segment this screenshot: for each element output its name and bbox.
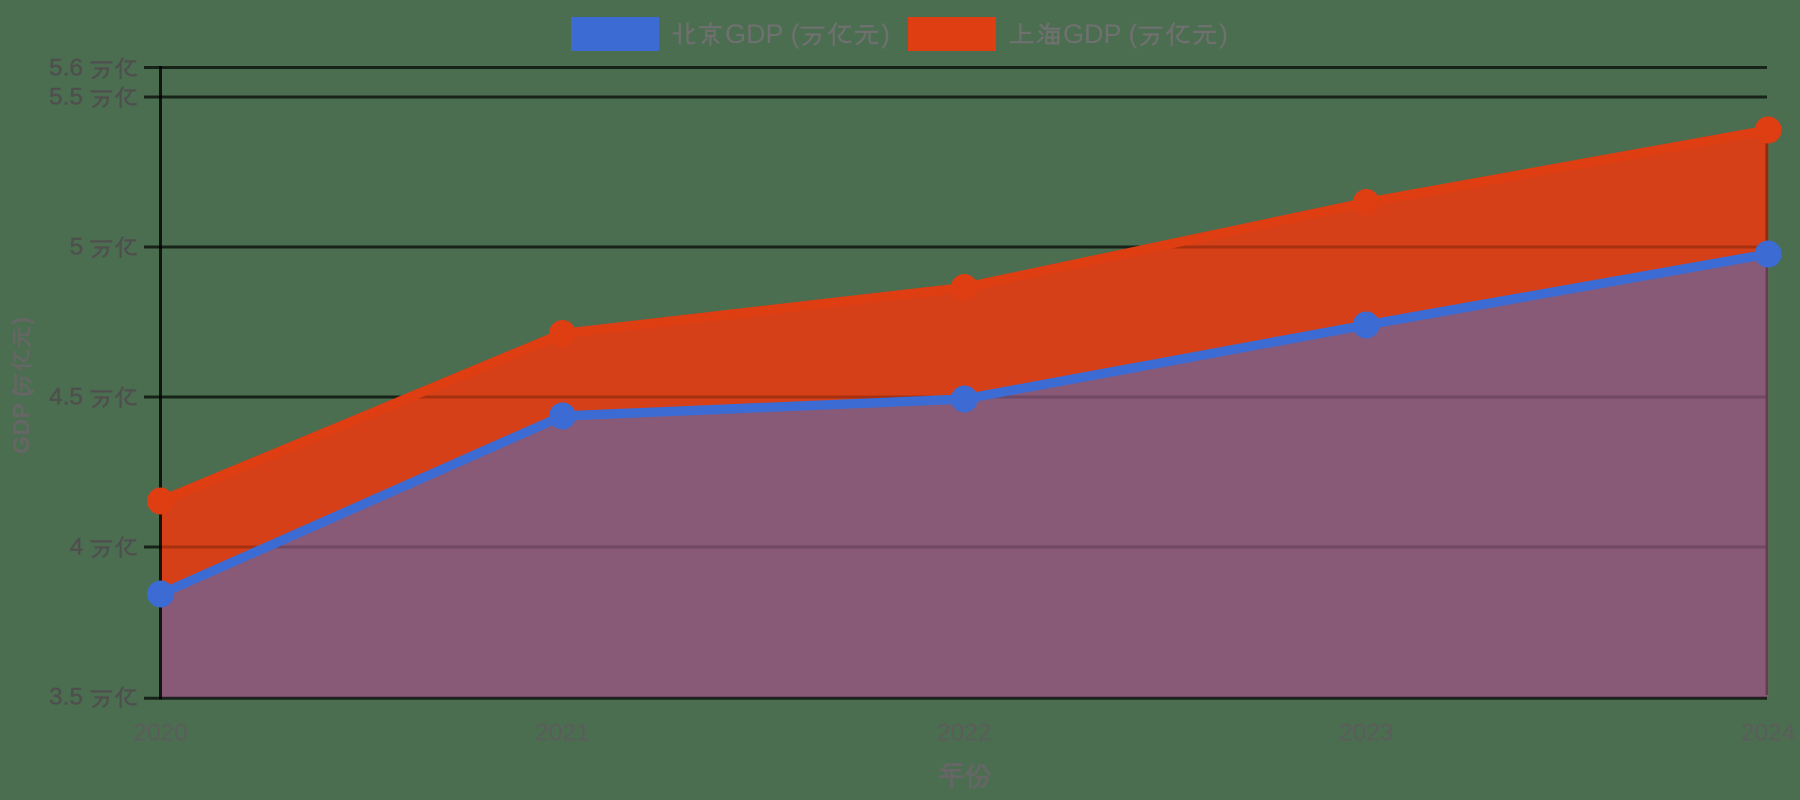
svg-text:GDP (: GDP (	[8, 389, 34, 454]
svg-text:3.5: 3.5	[49, 684, 83, 711]
svg-text:2020: 2020	[133, 720, 188, 747]
svg-text:5.5: 5.5	[49, 84, 83, 111]
svg-text:5: 5	[70, 234, 84, 261]
svg-text:5.6: 5.6	[49, 55, 83, 82]
svg-text:GDP (: GDP (	[725, 19, 800, 49]
svg-text:2023: 2023	[1339, 720, 1394, 747]
svg-text:): )	[881, 19, 890, 49]
svg-text:GDP (: GDP (	[1063, 19, 1138, 49]
svg-text:2024: 2024	[1741, 720, 1796, 747]
svg-text:2021: 2021	[535, 720, 590, 747]
svg-text:4.5: 4.5	[49, 384, 83, 411]
svg-text:): )	[8, 317, 34, 325]
svg-text:4: 4	[70, 534, 84, 561]
svg-text:): )	[1219, 19, 1228, 49]
svg-text:2022: 2022	[937, 720, 992, 747]
